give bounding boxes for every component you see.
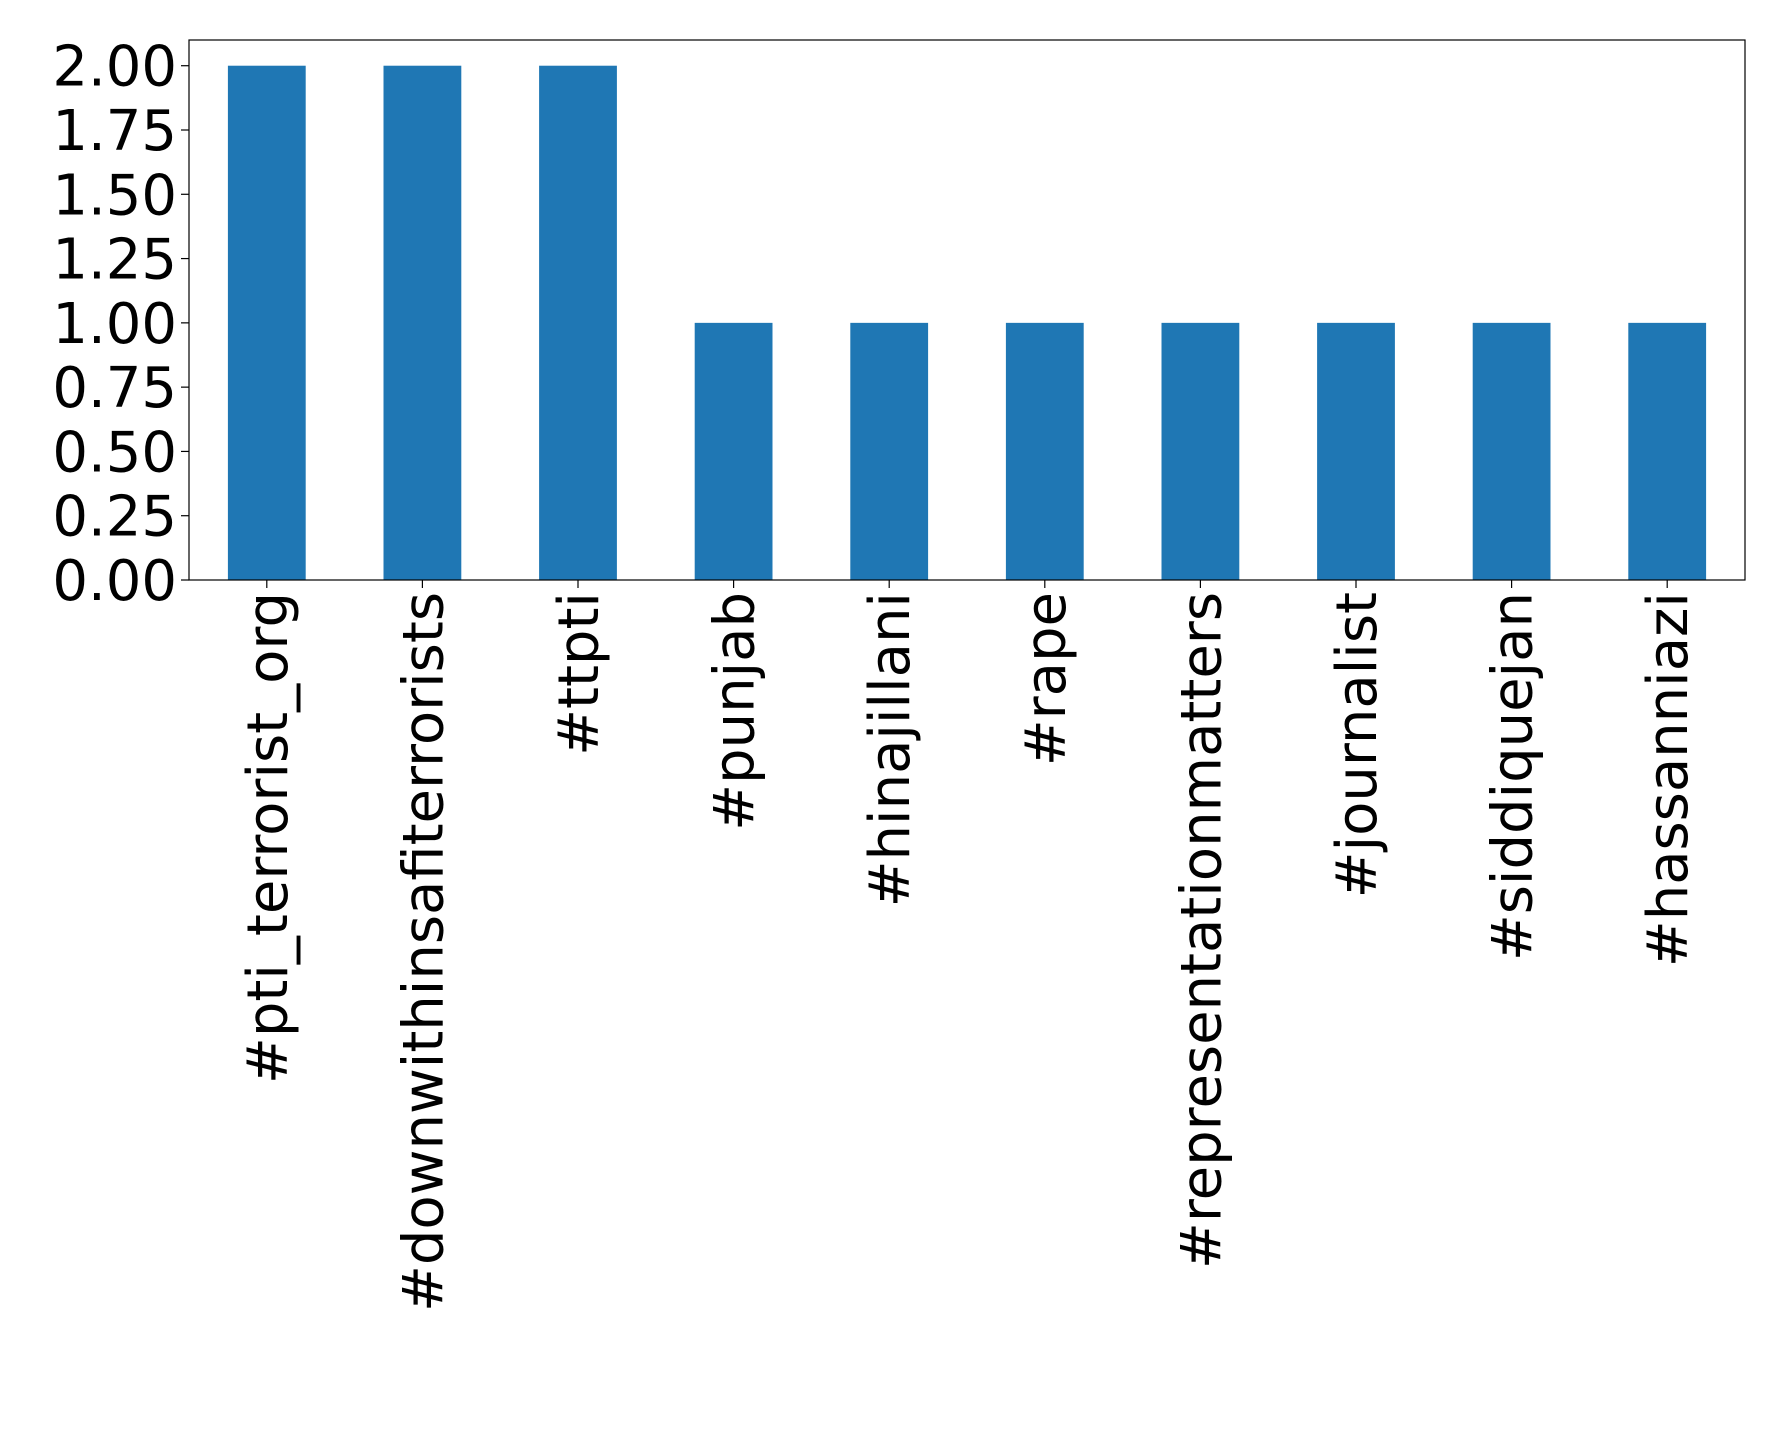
bar bbox=[1161, 322, 1240, 580]
plot-frame bbox=[188, 39, 1746, 581]
bar bbox=[1628, 322, 1707, 580]
x-tick-label: #downwithinsafiterrorists bbox=[391, 592, 456, 1312]
bar bbox=[1005, 322, 1084, 580]
y-tick-label: 0.75 bbox=[52, 356, 177, 421]
y-tick-label: 0.50 bbox=[52, 420, 177, 485]
bar bbox=[383, 65, 462, 580]
bar bbox=[694, 322, 773, 580]
bar bbox=[1472, 322, 1551, 580]
bar bbox=[1317, 322, 1395, 580]
y-tick-label: 0.00 bbox=[52, 549, 177, 614]
bar bbox=[850, 322, 929, 580]
y-tick-label: 1.75 bbox=[52, 99, 177, 164]
y-tick-label: 2.00 bbox=[52, 35, 177, 100]
y-tick-label: 1.25 bbox=[52, 228, 177, 293]
x-tick-label: #representationmatters bbox=[1169, 592, 1234, 1269]
x-tick-label: #journalist bbox=[1325, 592, 1390, 898]
x-tick-label: #punjab bbox=[703, 592, 768, 831]
x-tick-label: #rape bbox=[1014, 592, 1079, 766]
bar bbox=[539, 65, 617, 580]
y-tick-label: 1.50 bbox=[52, 163, 177, 228]
x-tick-label: #pti_terrorist_org bbox=[236, 592, 301, 1084]
x-tick-label: #hinajillani bbox=[858, 592, 923, 907]
bar bbox=[227, 65, 306, 580]
y-tick-label: 1.00 bbox=[52, 292, 177, 357]
y-tick-label: 0.25 bbox=[52, 485, 177, 550]
x-tick-label: #hassanniazi bbox=[1636, 592, 1701, 967]
x-tick-label: #ttpti bbox=[547, 592, 612, 756]
x-tick-label: #siddiquejan bbox=[1481, 592, 1546, 961]
